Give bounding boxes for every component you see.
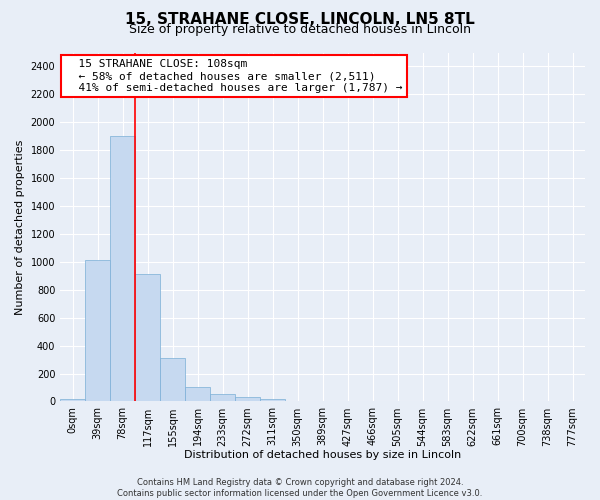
Bar	[260, 400, 285, 402]
Bar	[85, 260, 110, 402]
Bar	[210, 394, 235, 402]
Bar	[185, 387, 210, 402]
Bar	[160, 358, 185, 402]
Bar	[60, 398, 85, 402]
Y-axis label: Number of detached properties: Number of detached properties	[15, 140, 25, 314]
Text: Contains HM Land Registry data © Crown copyright and database right 2024.
Contai: Contains HM Land Registry data © Crown c…	[118, 478, 482, 498]
Bar	[235, 398, 260, 402]
X-axis label: Distribution of detached houses by size in Lincoln: Distribution of detached houses by size …	[184, 450, 461, 460]
Text: 15, STRAHANE CLOSE, LINCOLN, LN5 8TL: 15, STRAHANE CLOSE, LINCOLN, LN5 8TL	[125, 12, 475, 28]
Text: 15 STRAHANE CLOSE: 108sqm
  ← 58% of detached houses are smaller (2,511)
  41% o: 15 STRAHANE CLOSE: 108sqm ← 58% of detac…	[65, 60, 403, 92]
Text: Size of property relative to detached houses in Lincoln: Size of property relative to detached ho…	[129, 22, 471, 36]
Bar	[110, 136, 135, 402]
Bar	[135, 274, 160, 402]
